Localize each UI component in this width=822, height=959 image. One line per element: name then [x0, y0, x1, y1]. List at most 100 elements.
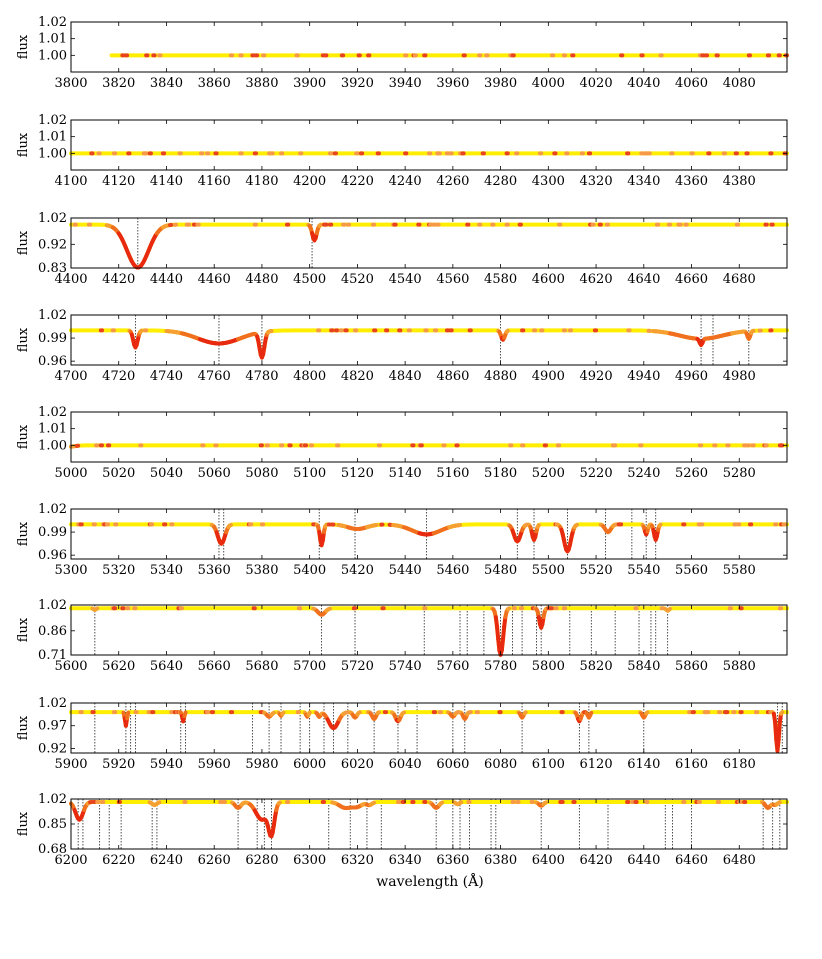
x-tick-label: 5940 [150, 757, 183, 772]
y-tick-label: 1.02 [38, 696, 67, 711]
x-tick-label: 4120 [102, 174, 135, 189]
flux-segment [156, 800, 162, 805]
x-tick-label: 4760 [198, 369, 231, 384]
x-tick-label: 5520 [580, 563, 613, 578]
flux-segment [535, 523, 541, 530]
x-tick-label: 6400 [532, 853, 565, 868]
x-tick-label: 5220 [580, 466, 613, 481]
y-axis-label: flux [16, 521, 31, 546]
x-tick-label: 4640 [627, 272, 660, 287]
y-tick-label: 1.02 [38, 598, 67, 613]
x-tick-label: 4920 [580, 369, 613, 384]
panel-5: 5000 5020 5040 5060 5080 5100 5120 5140 5160 5180… [16, 405, 789, 481]
x-tick-label: 3880 [245, 76, 278, 91]
y-axis-label: flux [16, 617, 31, 642]
x-tick-label: 6340 [389, 853, 422, 868]
flux-segment [542, 800, 548, 806]
x-tick-label: 5260 [675, 466, 708, 481]
x-tick-label: 5140 [389, 466, 422, 481]
x-tick-label: 4960 [675, 369, 708, 384]
axes-frame [70, 119, 788, 171]
x-tick-label: 4140 [150, 174, 183, 189]
x-tick-label: 4580 [484, 272, 517, 287]
flux-segment [666, 606, 673, 612]
x-tick-label: 6260 [198, 853, 231, 868]
x-tick-label: 6240 [150, 853, 183, 868]
flux-segment [270, 710, 276, 716]
x-tick-label: 4840 [389, 369, 422, 384]
flux-segment [458, 800, 464, 805]
flux-segment [657, 522, 663, 528]
x-tick-label: 4020 [580, 76, 613, 91]
x-tick-label: 5560 [675, 563, 708, 578]
flux-segment [280, 710, 286, 717]
y-axis-label: flux [16, 424, 31, 449]
panel-4: 4700 4720 4740 4760 4780 4800 4820 4840 4860 4880… [16, 308, 789, 384]
flux-segment [500, 624, 507, 642]
flux-segment [182, 710, 188, 719]
x-tick-label: 3820 [102, 76, 135, 91]
x-tick-label: 6220 [102, 853, 135, 868]
panel-1: 3800 3820 3840 3860 3880 3900 3920 3940 3960 3980… [16, 15, 789, 91]
flux-segment [323, 522, 329, 529]
x-tick-label: 5120 [341, 466, 374, 481]
x-tick-label: 5500 [532, 563, 565, 578]
x-tick-label: 5900 [54, 757, 87, 772]
flux-segment [276, 800, 282, 806]
x-tick-label: 5880 [723, 659, 756, 674]
x-tick-label: 3940 [389, 76, 422, 91]
x-tick-label: 4660 [675, 272, 708, 287]
y-tick-label: 0.96 [38, 354, 67, 369]
flux-segment [505, 606, 511, 612]
x-tick-label: 6180 [723, 757, 756, 772]
x-tick-label: 4260 [436, 174, 469, 189]
x-tick-label: 4080 [723, 76, 756, 91]
y-tick-label: 1.00 [38, 438, 67, 453]
x-tick-label: 4300 [532, 174, 565, 189]
axes-frame [70, 604, 788, 656]
x-tick-label: 5360 [198, 563, 231, 578]
panel-6: 5300 5320 5340 5360 5380 5400 5420 5440 5460 5480… [16, 502, 789, 578]
x-tick-label: 5920 [102, 757, 135, 772]
x-tick-label: 4780 [245, 369, 278, 384]
y-tick-label: 0.99 [38, 525, 67, 540]
axes-frame [70, 314, 788, 366]
x-tick-label: 4360 [675, 174, 708, 189]
x-tick-label: 5660 [198, 659, 231, 674]
x-tick-label: 6060 [436, 757, 469, 772]
x-tick-label: 4180 [245, 174, 278, 189]
x-tick-label: 4740 [150, 369, 183, 384]
x-tick-label: 5720 [341, 659, 374, 674]
y-axis-label: flux [16, 327, 31, 352]
flux-line [69, 222, 789, 270]
x-tick-label: 4380 [723, 174, 756, 189]
y-tick-label: 0.92 [38, 237, 67, 252]
flux-segment [644, 710, 650, 716]
flux-segment [138, 328, 144, 334]
x-tick-label: 6460 [675, 853, 708, 868]
x-tick-label: 5540 [627, 563, 660, 578]
y-tick-label: 0.92 [38, 741, 67, 756]
flux-segment [495, 624, 501, 642]
x-tick-label: 4500 [293, 272, 326, 287]
y-tick-label: 1.02 [38, 308, 67, 323]
x-tick-label: 6000 [293, 757, 326, 772]
x-tick-label: 4720 [102, 369, 135, 384]
x-tick-label: 5200 [532, 466, 565, 481]
x-tick-label: 4880 [484, 369, 517, 384]
x-tick-label: 5320 [102, 563, 135, 578]
x-tick-label: 5240 [627, 466, 660, 481]
x-tick-label: 5480 [484, 563, 517, 578]
x-tick-label: 3980 [484, 76, 517, 91]
x-tick-label: 5740 [389, 659, 422, 674]
y-axis-label: flux [16, 230, 31, 255]
x-tick-label: 4100 [54, 174, 87, 189]
x-tick-label: 5100 [293, 466, 326, 481]
y-tick-label: 1.02 [38, 211, 67, 226]
x-tick-label: 4440 [150, 272, 183, 287]
flux-segment [522, 710, 528, 716]
x-tick-label: 3900 [293, 76, 326, 91]
panel-3: 4400 4420 4440 4460 4480 4500 4520 4540 4560 4580… [16, 211, 789, 287]
y-axis-label: flux [16, 132, 31, 157]
x-tick-label: 5040 [150, 466, 183, 481]
